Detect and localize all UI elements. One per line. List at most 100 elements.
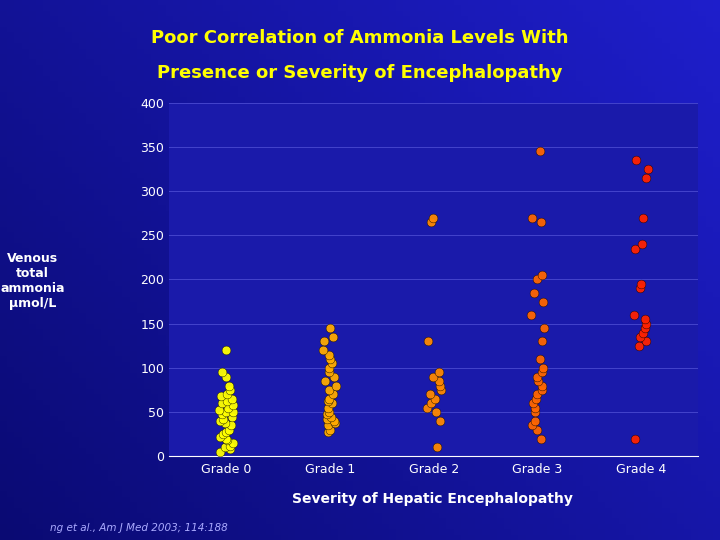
Point bbox=[528, 288, 540, 297]
Point bbox=[325, 412, 337, 421]
Point bbox=[531, 426, 543, 434]
Point bbox=[323, 363, 335, 372]
Point bbox=[215, 417, 226, 426]
Point bbox=[214, 406, 225, 415]
Point bbox=[629, 310, 640, 319]
Point bbox=[433, 368, 444, 376]
Point bbox=[635, 280, 647, 288]
Point bbox=[217, 415, 229, 423]
Point bbox=[536, 271, 548, 279]
Point bbox=[640, 337, 652, 346]
Point bbox=[634, 333, 646, 341]
Point bbox=[634, 284, 646, 293]
Point bbox=[428, 213, 439, 222]
Point bbox=[222, 403, 233, 412]
Point bbox=[426, 399, 437, 408]
Point bbox=[534, 355, 546, 363]
Point bbox=[318, 337, 330, 346]
Point bbox=[216, 409, 228, 418]
Point bbox=[536, 386, 547, 394]
Point bbox=[220, 408, 231, 416]
Point bbox=[317, 346, 328, 354]
Point bbox=[227, 401, 238, 409]
Point bbox=[529, 417, 541, 426]
Point bbox=[329, 418, 341, 427]
Point bbox=[640, 173, 652, 182]
Point bbox=[426, 218, 437, 226]
Point bbox=[531, 395, 542, 403]
Point bbox=[323, 397, 334, 406]
Point bbox=[330, 381, 342, 390]
Point bbox=[537, 363, 549, 372]
Point bbox=[429, 395, 441, 403]
Point bbox=[327, 399, 338, 408]
Point bbox=[223, 381, 235, 390]
Point bbox=[629, 244, 641, 253]
Point bbox=[629, 434, 641, 443]
Point bbox=[428, 373, 439, 381]
Text: Poor Correlation of Ammonia Levels With: Poor Correlation of Ammonia Levels With bbox=[151, 29, 569, 47]
Point bbox=[216, 368, 228, 376]
Point bbox=[220, 427, 232, 436]
Point bbox=[320, 377, 331, 386]
Point bbox=[221, 397, 233, 406]
Point bbox=[630, 156, 642, 164]
Point bbox=[323, 408, 335, 416]
Point bbox=[225, 421, 236, 430]
Point bbox=[215, 448, 226, 456]
Point bbox=[636, 240, 648, 248]
Point bbox=[328, 333, 339, 341]
Point bbox=[640, 319, 652, 328]
Point bbox=[323, 368, 335, 376]
Point bbox=[531, 390, 543, 399]
Point bbox=[220, 346, 232, 354]
Text: ng et al., Am J Med 2003; 114:188: ng et al., Am J Med 2003; 114:188 bbox=[50, 523, 228, 533]
Point bbox=[220, 443, 231, 452]
Point bbox=[217, 430, 229, 438]
Point bbox=[215, 392, 227, 401]
Text: Venous
total
ammonia
μmol/L: Venous total ammonia μmol/L bbox=[0, 252, 65, 310]
Point bbox=[323, 427, 334, 436]
Text: Severity of Hepatic Encephalopathy: Severity of Hepatic Encephalopathy bbox=[292, 492, 572, 507]
Point bbox=[526, 213, 538, 222]
Point bbox=[224, 441, 235, 450]
Point bbox=[534, 147, 546, 156]
Point bbox=[431, 443, 442, 452]
Point bbox=[326, 359, 338, 368]
Point bbox=[529, 403, 541, 412]
Point bbox=[532, 377, 544, 386]
Point bbox=[324, 395, 336, 403]
Point bbox=[536, 337, 548, 346]
Point bbox=[224, 386, 235, 394]
Point bbox=[435, 386, 446, 394]
Point bbox=[526, 421, 538, 430]
Point bbox=[228, 438, 239, 447]
Point bbox=[328, 373, 339, 381]
Point bbox=[328, 417, 340, 426]
Point bbox=[433, 377, 445, 386]
Point bbox=[424, 390, 436, 399]
Point bbox=[431, 408, 442, 416]
Point bbox=[531, 275, 543, 284]
Point bbox=[223, 426, 235, 434]
Point bbox=[227, 395, 238, 403]
Point bbox=[535, 434, 546, 443]
Point bbox=[322, 415, 333, 423]
Point bbox=[324, 426, 336, 434]
Point bbox=[227, 408, 238, 416]
Point bbox=[529, 408, 541, 416]
Point bbox=[639, 324, 650, 333]
Point bbox=[328, 390, 339, 399]
Point bbox=[220, 373, 232, 381]
Point bbox=[325, 355, 336, 363]
Point bbox=[536, 381, 548, 390]
Point bbox=[322, 403, 333, 412]
Point bbox=[637, 328, 649, 337]
Point bbox=[538, 324, 549, 333]
Point bbox=[423, 337, 434, 346]
Point bbox=[323, 386, 335, 394]
Point bbox=[642, 165, 654, 173]
Point bbox=[527, 399, 539, 408]
Point bbox=[215, 433, 226, 441]
Point bbox=[536, 368, 547, 376]
